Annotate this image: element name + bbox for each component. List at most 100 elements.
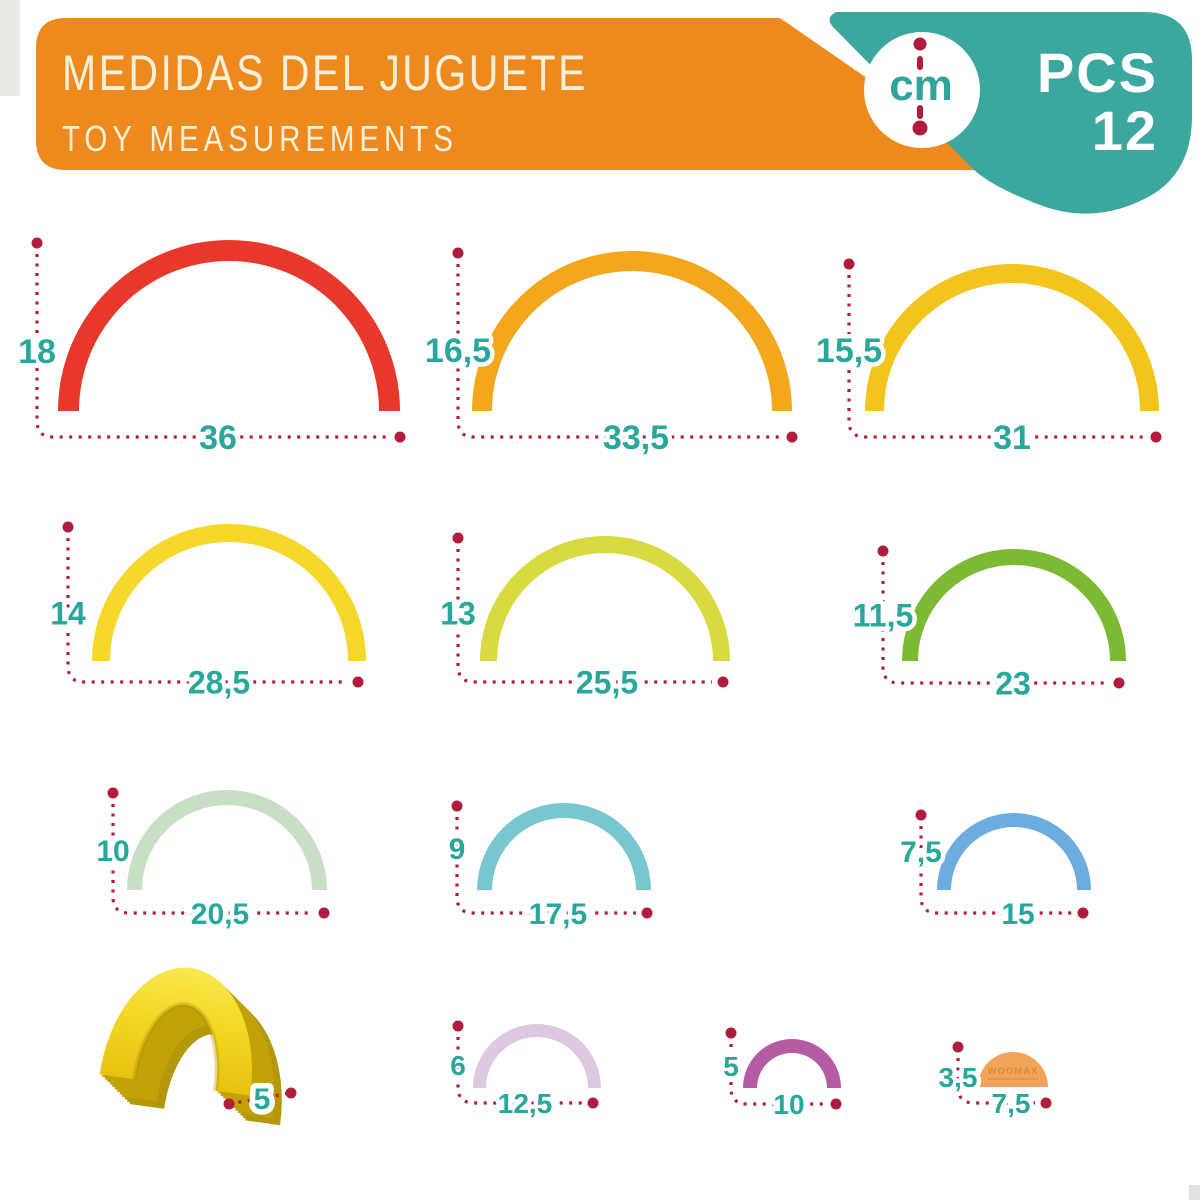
arch-11-dim-dot-right: [830, 1098, 842, 1110]
arch-1-dim-dot-right: [394, 431, 406, 443]
arch-12-dim-dot-right: [1040, 1097, 1052, 1109]
arch-12-height-label: 3,5: [939, 1062, 978, 1093]
arch-2-dimension-line: [456, 264, 781, 439]
arch-3-dimension-line: [847, 275, 1145, 439]
arch-10-shape: [473, 1024, 601, 1088]
arch-8-height-label: 9: [449, 833, 466, 866]
cm-dash-bottom: [917, 105, 923, 119]
arch-6-width-label: 23: [995, 666, 1031, 702]
arch-11-dim-dot-top: [725, 1027, 737, 1039]
arch-12: WOOMAX 3,5 7,5: [934, 1041, 1052, 1124]
arch-7-shape: [127, 790, 327, 890]
arch-3d-dim-dot-left: [223, 1098, 235, 1110]
arch-10-width-label: 12,5: [498, 1088, 553, 1119]
arch-8-dim-dot-top: [451, 800, 463, 812]
arch-4-dim-dot-top: [62, 521, 74, 533]
arch-4-height-label: 14: [50, 596, 86, 632]
arch-2-dim-dot-top: [452, 247, 464, 259]
arch-10-dim-dot-right: [587, 1097, 599, 1109]
arch-12-dim-dot-top: [952, 1041, 964, 1053]
arch-2-height-label: 16,5: [425, 332, 491, 370]
arch-9-dim-dot-right: [1077, 907, 1089, 919]
cm-unit-label: cm: [889, 61, 953, 110]
arch-2-shape: [472, 251, 792, 411]
arch-7-dimension-line: [111, 804, 313, 915]
arch-7-width-label: 20,5: [191, 898, 249, 931]
arch-8-shape: [477, 803, 651, 890]
arch-3d-shape: [99, 967, 282, 1126]
arch-7-height-label: 10: [96, 835, 129, 868]
arch-5-width-label: 25,5: [576, 665, 638, 701]
pcs-count: 12: [1091, 99, 1158, 162]
arch-3d: 5: [99, 967, 297, 1126]
arch-3-dim-dot-top: [843, 258, 855, 270]
arch-8: 917,5: [444, 800, 653, 935]
cm-badge-circle: [864, 32, 980, 148]
arch-9-dimension-line: [919, 826, 1072, 915]
arch-1-shape: [58, 240, 400, 411]
arch-2-width-label: 33,5: [603, 419, 669, 457]
arch-8-dim-dot-right: [641, 907, 653, 919]
arch-3d-inner-shadow: [131, 1002, 220, 1092]
arch-6: 11,5 23: [848, 545, 1126, 706]
arch-4: 14 28,5: [46, 521, 366, 705]
arch-3: 15,5 31: [811, 258, 1162, 462]
arch-3d-face: [99, 967, 253, 1096]
arch-8-dimension-line: [455, 817, 636, 915]
arch-3-width-label: 31: [993, 419, 1031, 457]
arch-1-height-label: 18: [18, 333, 56, 371]
arch-11-height-label: 5: [723, 1051, 739, 1082]
arch-4-dim-dot-right: [352, 676, 364, 688]
arch-7: 10 20,5: [92, 787, 330, 935]
arch-10-dim-dot-top: [452, 1020, 464, 1032]
arch-7-dim-dot-top: [107, 787, 119, 799]
arch-2-dim-dot-right: [786, 431, 798, 443]
arch-11: 5 10: [719, 1027, 842, 1125]
header-banner: [36, 18, 1000, 170]
arch-6-shape: [902, 549, 1126, 661]
arch-9-width-label: 15: [1001, 898, 1034, 931]
arch-12-width-label: 7,5: [992, 1088, 1031, 1119]
arch-10-dimension-line: [456, 1037, 582, 1105]
arch-3-shape: [865, 264, 1159, 411]
page-subtitle: TOY MEASUREMENTS: [62, 118, 458, 159]
arch-5-height-label: 13: [440, 596, 476, 632]
arch-3-height-label: 15,5: [816, 332, 882, 370]
arch-3-dim-dot-right: [1150, 431, 1162, 443]
arch-5-dimension-line: [456, 549, 712, 684]
arch-5: 13 25,5: [436, 532, 730, 705]
arch-3d-depth-label: 5: [254, 1083, 271, 1116]
arch-10-height-label: 6: [450, 1050, 466, 1081]
arch-10: 612,5: [446, 1020, 601, 1124]
arch-9-dim-dot-top: [915, 809, 927, 821]
arch-7-dim-dot-right: [318, 907, 330, 919]
arch-12-dimension-line: [956, 1058, 1035, 1105]
arch-11-width-label: 10: [773, 1089, 804, 1120]
arch-5-dim-dot-top: [452, 532, 464, 544]
photo-corner-mark: [1189, 1185, 1200, 1200]
pcs-label: PCS: [1036, 41, 1158, 104]
arch-1-width-label: 36: [199, 419, 237, 457]
cm-dot-top: [913, 37, 927, 51]
arch-3d-depth-line: [228, 1091, 292, 1106]
arch-8-width-label: 17,5: [529, 898, 587, 931]
arch-1-dimension-line: [35, 254, 389, 439]
arch-4-dimension-line: [66, 538, 347, 684]
photo-edge-strip: [0, 0, 20, 96]
arch-6-dimension-line: [881, 562, 1108, 685]
arch-4-width-label: 28,5: [188, 665, 250, 701]
arch-5-shape: [480, 536, 730, 661]
cm-dash-top: [917, 56, 923, 70]
brand-mark: WOOMAX: [988, 1066, 1039, 1077]
arch-1-dim-dot-top: [31, 237, 43, 249]
arch-11-shape: [743, 1039, 841, 1088]
arch-6-height-label: 11,5: [853, 598, 914, 634]
arch-3d-dim-dot-right: [285, 1087, 297, 1099]
cm-dot-bottom: [912, 120, 928, 136]
arch-6-dim-dot-top: [877, 545, 889, 557]
arch-5-dim-dot-right: [717, 676, 729, 688]
arch-12-shape: [978, 1052, 1048, 1087]
arch-9: 7,5 15: [896, 809, 1091, 935]
